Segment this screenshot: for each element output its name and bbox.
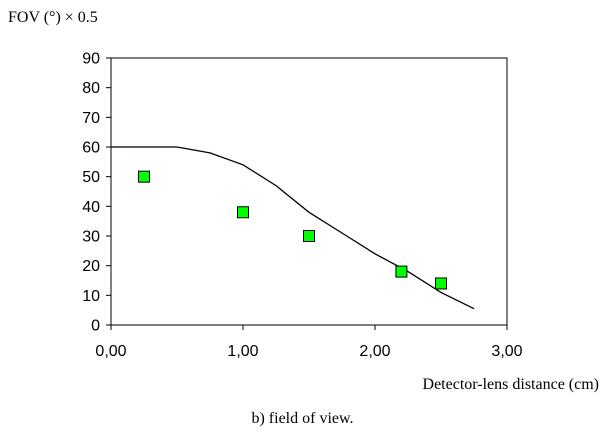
y-axis-title: FOV (°) × 0.5 — [8, 9, 98, 26]
x-axis-ticks: 0,00 1,00 2,00 3,00 — [95, 325, 523, 360]
y-tick-label: 20 — [82, 258, 100, 275]
chart-axes — [110, 57, 508, 326]
y-tick-label: 10 — [82, 288, 100, 305]
data-point-square — [237, 206, 249, 219]
plot-frame — [110, 57, 508, 326]
x-tick-label: 3,00 — [491, 343, 522, 360]
y-tick-label: 30 — [82, 229, 100, 246]
x-tick-label: 2,00 — [359, 343, 390, 360]
y-tick-label: 40 — [82, 199, 100, 216]
data-point-square — [395, 265, 408, 278]
x-tick-label: 0,00 — [95, 343, 126, 360]
data-point-square — [303, 230, 315, 242]
x-axis-title: Detector-lens distance (cm) — [422, 376, 599, 393]
x-tick-label: 1,00 — [227, 343, 258, 360]
data-point-square — [138, 170, 150, 183]
y-tick-label: 70 — [82, 110, 100, 127]
y-axis-ticks: 0 10 20 30 40 50 60 70 80 90 — [82, 51, 111, 335]
y-tick-label: 0 — [91, 318, 100, 335]
chart-series — [111, 146, 475, 310]
y-tick-label: 50 — [82, 169, 100, 186]
data-point-square — [435, 277, 447, 290]
y-tick-label: 90 — [82, 51, 100, 68]
figure-caption: b) field of view. — [251, 410, 354, 427]
y-tick-label: 60 — [82, 140, 100, 157]
fov-curve-line — [111, 146, 475, 310]
y-tick-label: 80 — [82, 80, 100, 97]
